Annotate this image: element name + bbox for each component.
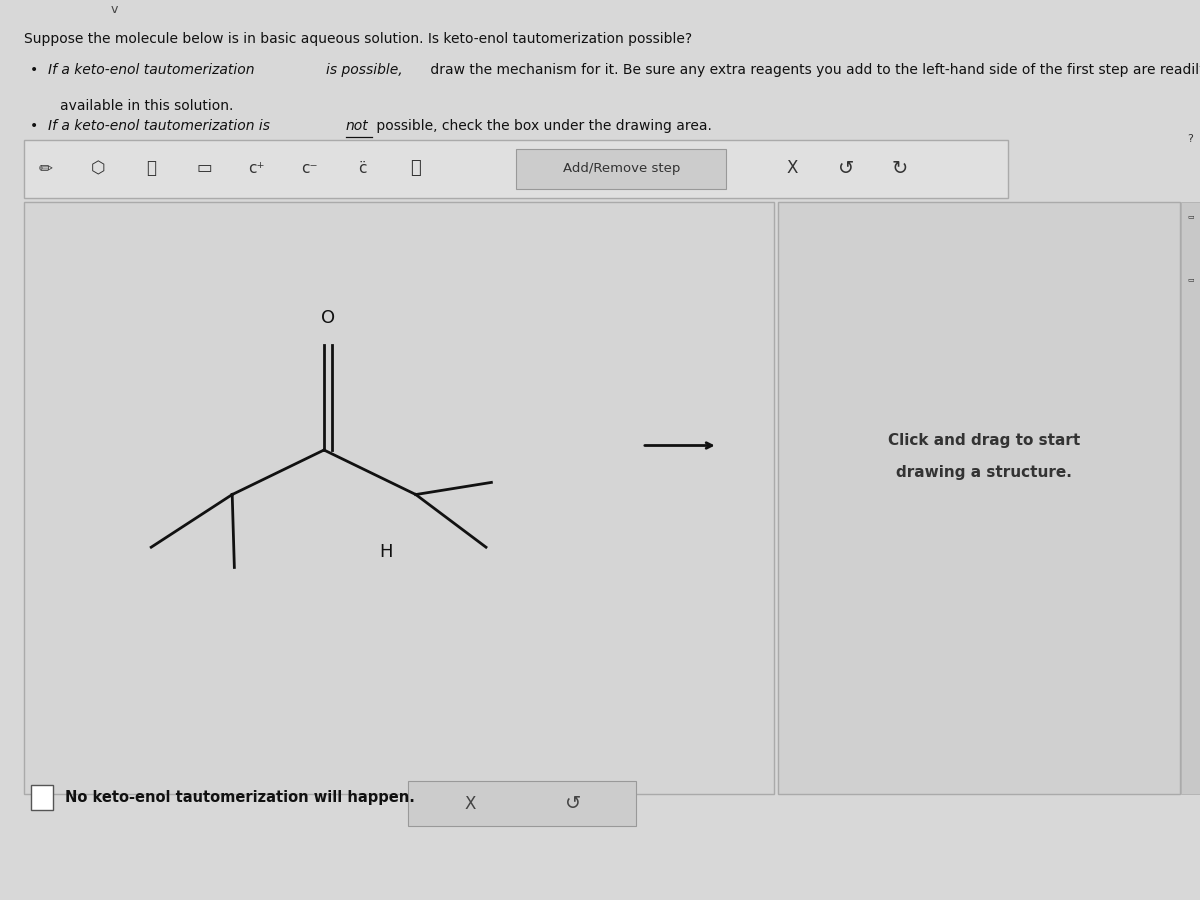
- Text: draw the mechanism for it. Be sure any extra reagents you add to the left-hand s: draw the mechanism for it. Be sure any e…: [426, 63, 1200, 77]
- Bar: [778, 202, 1180, 794]
- Text: v: v: [110, 3, 118, 15]
- Text: X: X: [786, 159, 798, 177]
- Text: ⌒: ⌒: [410, 159, 420, 177]
- Text: drawing a structure.: drawing a structure.: [896, 465, 1072, 480]
- Text: Add/Remove step: Add/Remove step: [563, 162, 680, 175]
- Text: c⁺: c⁺: [248, 161, 265, 176]
- Text: •: •: [30, 63, 38, 77]
- Text: ↺: ↺: [838, 158, 854, 178]
- Bar: [24, 140, 1008, 198]
- Text: If a keto-enol tautomerization: If a keto-enol tautomerization: [48, 63, 259, 77]
- Text: ▭: ▭: [196, 159, 212, 177]
- Text: X: X: [464, 795, 476, 813]
- Bar: [1181, 202, 1200, 794]
- Text: •: •: [30, 119, 38, 133]
- Text: not: not: [346, 119, 368, 133]
- Text: available in this solution.: available in this solution.: [60, 99, 233, 113]
- Bar: [31, 785, 53, 810]
- Bar: [24, 202, 774, 794]
- Text: possible, check the box under the drawing area.: possible, check the box under the drawin…: [372, 119, 712, 133]
- Text: is possible,: is possible,: [326, 63, 403, 77]
- Text: H: H: [379, 543, 392, 562]
- Text: ▭: ▭: [1187, 213, 1194, 219]
- Bar: [408, 781, 636, 826]
- Text: Click and drag to start: Click and drag to start: [888, 434, 1080, 448]
- Bar: [516, 149, 726, 189]
- Text: No keto-enol tautomerization will happen.: No keto-enol tautomerization will happen…: [65, 790, 415, 805]
- Text: c⁻: c⁻: [301, 161, 318, 176]
- Text: If a keto-enol tautomerization is: If a keto-enol tautomerization is: [48, 119, 275, 133]
- Text: ✏: ✏: [38, 159, 53, 177]
- Text: ↺: ↺: [565, 794, 582, 814]
- Text: ▭: ▭: [1187, 276, 1194, 282]
- Text: ✋: ✋: [146, 159, 156, 177]
- Text: O: O: [320, 309, 335, 327]
- Text: c̈: c̈: [358, 161, 367, 176]
- Text: ⬡: ⬡: [91, 159, 106, 177]
- Text: Suppose the molecule below is in basic aqueous solution. Is keto-enol tautomeriz: Suppose the molecule below is in basic a…: [24, 32, 692, 46]
- Text: ?: ?: [1188, 134, 1193, 145]
- Text: ↻: ↻: [892, 158, 908, 178]
